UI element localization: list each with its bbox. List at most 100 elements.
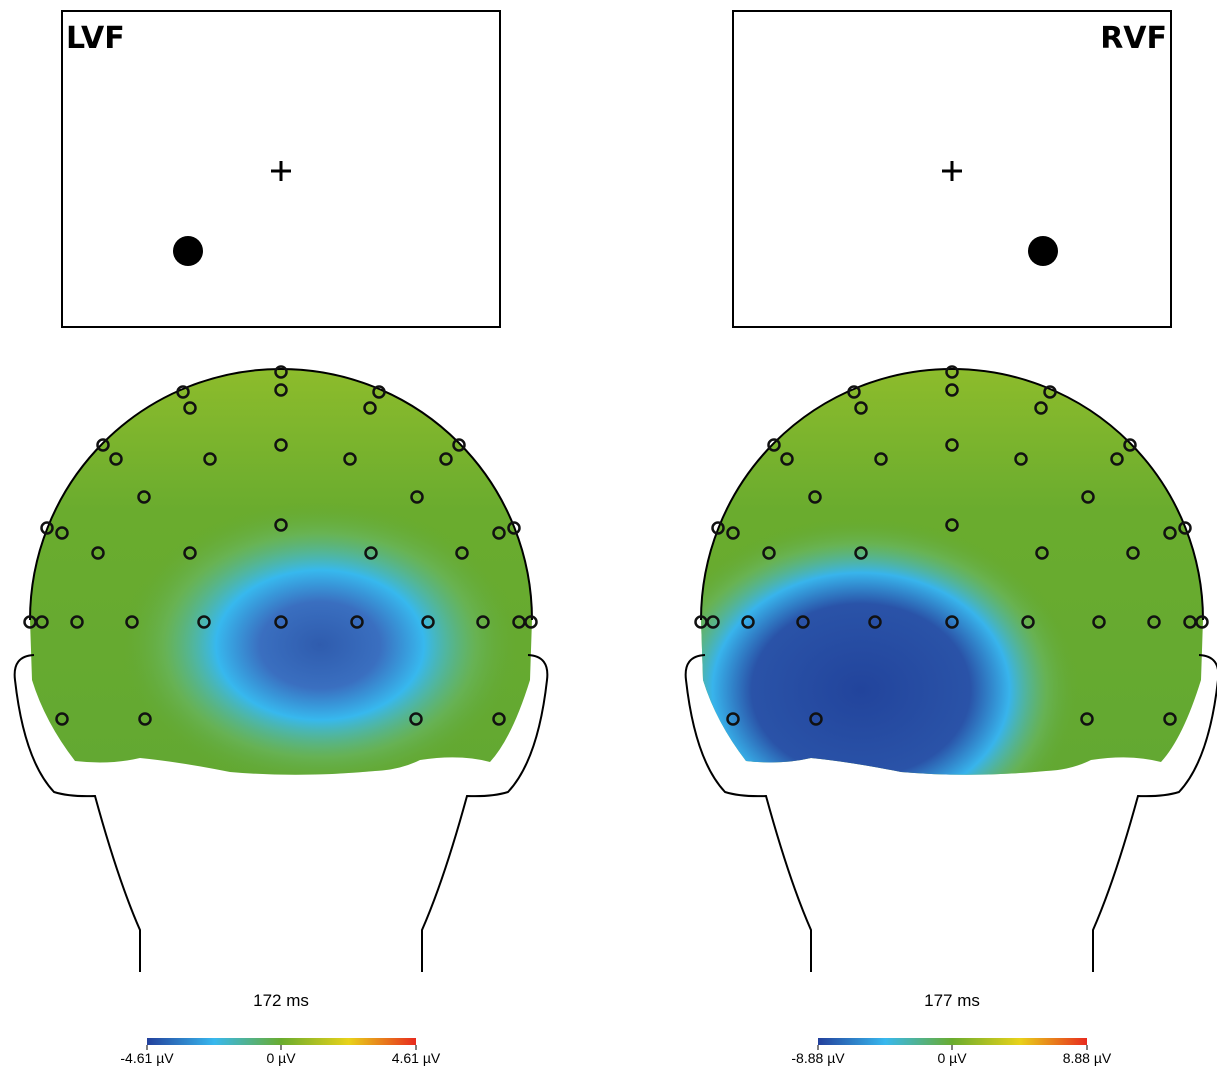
- electrode: [1035, 546, 1049, 560]
- electrode: [796, 615, 810, 629]
- electrode: [762, 546, 776, 560]
- electrode: [1110, 452, 1124, 466]
- electrode: [197, 615, 211, 629]
- electrode: [40, 521, 54, 535]
- electrode: [1014, 452, 1028, 466]
- fixation-cross: [271, 161, 291, 181]
- head-side: [1092, 654, 1217, 972]
- electrode: [868, 615, 882, 629]
- electrode: [1043, 385, 1057, 399]
- electrode: [780, 452, 794, 466]
- electrode: [372, 385, 386, 399]
- electrode: [109, 452, 123, 466]
- panel: RVF 177 ms -8.88 µV 0 µV 8.88 µV: [684, 10, 1217, 1066]
- electrode: [274, 365, 288, 379]
- electrode: [343, 452, 357, 466]
- electrode: [421, 615, 435, 629]
- electrode: [1123, 438, 1137, 452]
- electrode: [1147, 615, 1161, 629]
- stimulus-screen: [61, 10, 501, 328]
- electrode: [409, 712, 423, 726]
- electrode: [203, 452, 217, 466]
- electrode: [35, 615, 49, 629]
- colorbar-max: 4.61 µV: [392, 1050, 441, 1066]
- electrode: [476, 615, 490, 629]
- fixation-cross: [942, 161, 962, 181]
- electrode: [410, 490, 424, 504]
- electrode: [726, 526, 740, 540]
- electrode: [439, 452, 453, 466]
- electrode: [945, 365, 959, 379]
- electrode: [125, 615, 139, 629]
- electrode: [1080, 712, 1094, 726]
- colorbar-max: 8.88 µV: [1063, 1050, 1112, 1066]
- electrode: [741, 615, 755, 629]
- electrode: [455, 546, 469, 560]
- time-label: 177 ms: [924, 991, 980, 1010]
- colorbar: [818, 1038, 1087, 1045]
- electrode: [524, 615, 538, 629]
- electrode: [945, 615, 959, 629]
- colorbar-mid: 0 µV: [266, 1050, 296, 1066]
- electrode: [364, 546, 378, 560]
- map-blob: [30, 369, 532, 775]
- electrode: [96, 438, 110, 452]
- electrode: [711, 521, 725, 535]
- electrode: [363, 401, 377, 415]
- electrode: [55, 712, 69, 726]
- topography: [701, 369, 1203, 775]
- electrode: [1163, 526, 1177, 540]
- electrode: [137, 490, 151, 504]
- electrode: [1034, 401, 1048, 415]
- stimulus-dot: [1028, 236, 1058, 266]
- electrode: [1195, 615, 1209, 629]
- electrode: [945, 438, 959, 452]
- electrode: [176, 385, 190, 399]
- electrode: [808, 490, 822, 504]
- electrode: [492, 712, 506, 726]
- topography: [30, 369, 532, 775]
- electrode: [274, 383, 288, 397]
- electrode: [91, 546, 105, 560]
- map-blob: [701, 369, 1203, 775]
- visual-field-label: RVF: [1100, 21, 1167, 56]
- electrode: [274, 438, 288, 452]
- electrode: [452, 438, 466, 452]
- electrode: [809, 712, 823, 726]
- electrode: [945, 518, 959, 532]
- electrode: [854, 546, 868, 560]
- electrode: [183, 546, 197, 560]
- electrode: [274, 615, 288, 629]
- head-outline: [700, 368, 1204, 621]
- stimulus-screen: [732, 10, 1172, 328]
- electrode: [492, 526, 506, 540]
- electrode: [507, 521, 521, 535]
- electrode: [767, 438, 781, 452]
- electrode: [854, 401, 868, 415]
- electrode: [1126, 546, 1140, 560]
- colorbar-min: -8.88 µV: [791, 1050, 845, 1066]
- head-side: [13, 654, 141, 972]
- time-label: 172 ms: [253, 991, 309, 1010]
- visual-field-label: LVF: [66, 21, 125, 56]
- colorbar-mid: 0 µV: [937, 1050, 967, 1066]
- stimulus-dot: [173, 236, 203, 266]
- electrode: [1178, 521, 1192, 535]
- electrode: [70, 615, 84, 629]
- head-side: [684, 654, 812, 972]
- head-outline: [29, 368, 533, 621]
- colorbar-min: -4.61 µV: [120, 1050, 174, 1066]
- panel: LVF 172 ms -4.61 µV 0 µV 4.61 µV: [13, 10, 549, 1066]
- electrode: [726, 712, 740, 726]
- electrode: [183, 401, 197, 415]
- electrode: [945, 383, 959, 397]
- colorbar: [147, 1038, 416, 1045]
- electrode: [706, 615, 720, 629]
- electrode: [1081, 490, 1095, 504]
- electrode: [1163, 712, 1177, 726]
- electrode: [274, 518, 288, 532]
- electrode: [1021, 615, 1035, 629]
- electrode: [847, 385, 861, 399]
- head-side: [421, 654, 549, 972]
